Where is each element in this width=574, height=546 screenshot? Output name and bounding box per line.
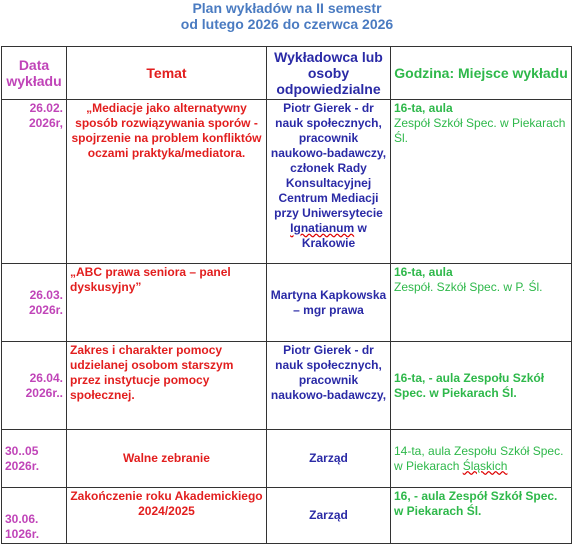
table-row: 26.03. 2026r. „ABC prawa seniora – panel… xyxy=(1,263,572,342)
row-date: 30.06. 1026r. xyxy=(1,487,67,544)
column-header-topic: Temat xyxy=(66,46,267,100)
table-row: 26.02. 2026r, „Mediacje jako alternatywn… xyxy=(1,99,572,264)
lecturer-text: Piotr Gierek - dr nauk społecznych, prac… xyxy=(270,101,387,220)
row-time: 16-ta, aula xyxy=(394,101,453,115)
table-row: 30..05 2026r. Walne zebranie Zarząd 14-t… xyxy=(1,429,572,488)
column-header-time-place: Godzina: Miejsce wykładu xyxy=(390,46,572,100)
lecturer-text-end: w Krakowie xyxy=(301,221,367,250)
document-title: Plan wykładów na II semestr xyxy=(192,0,382,16)
row-lecturer: Piotr Gierek - dr nauk społecznych, prac… xyxy=(266,99,391,264)
row-time-place: 16, - aula Zespół Szkół Spec. w Piekarac… xyxy=(390,487,572,544)
row-time-place: 16-ta, - aula Zespołu Szkół Spec. w Piek… xyxy=(390,341,572,430)
time-place-text-misspelled: Śląskich xyxy=(462,458,508,473)
column-header-lecturer: Wykładowca lub osoby odpowiedzialne xyxy=(266,46,391,100)
row-date: 26.03. 2026r. xyxy=(1,263,67,342)
row-time-place: 16-ta, aula Zespół Szkół Spec. w Piekarac… xyxy=(390,99,572,264)
document-subtitle: od lutego 2026 do czerwca 2026 xyxy=(180,16,394,32)
row-date: 26.04. 2026r.. xyxy=(1,341,67,430)
column-header-date: Data wykładu xyxy=(1,46,67,100)
row-lecturer: Martyna Kapkowska – mgr prawa xyxy=(266,263,391,342)
row-time: 16-ta, aula xyxy=(394,265,453,279)
row-lecturer: Zarząd xyxy=(266,429,391,488)
row-topic: Zakończenie roku Akademickiego 2024/2025 xyxy=(66,487,267,544)
row-place: Zespół Szkół Spec. w Piekarach Śl. xyxy=(394,116,566,145)
time-place-text: 14-ta, aula Zespołu Szkół Spec. w Piekar… xyxy=(394,443,564,473)
row-date: 26.02. 2026r, xyxy=(1,99,67,264)
row-lecturer: Piotr Gierek - dr nauk społecznych, prac… xyxy=(266,341,391,430)
row-topic: „ABC prawa seniora – panel dyskusyjny” xyxy=(66,263,267,342)
table-header-row: Data wykładu Temat Wykładowca lub osoby … xyxy=(1,46,572,100)
lecturer-text-misspelled: Ignatianum xyxy=(290,221,355,235)
row-topic: „Mediacje jako alternatywny sposób rozwi… xyxy=(66,99,267,264)
lecture-schedule-table: Data wykładu Temat Wykładowca lub osoby … xyxy=(1,46,572,544)
row-time-place: 14-ta, aula Zespołu Szkół Spec. w Piekar… xyxy=(390,429,572,488)
row-place: Zespół. Szkół Spec. w P. Śl. xyxy=(394,280,543,294)
table-row: 30.06. 1026r. Zakończenie roku Akademick… xyxy=(1,487,572,544)
row-date: 30..05 2026r. xyxy=(1,429,67,488)
table-row: 26.04. 2026r.. Zakres i charakter pomocy… xyxy=(1,341,572,430)
row-time-place: 16-ta, aula Zespół. Szkół Spec. w P. Śl. xyxy=(390,263,572,342)
row-topic: Walne zebranie xyxy=(66,429,267,488)
row-topic: Zakres i charakter pomocy udzielanej oso… xyxy=(66,341,267,430)
row-lecturer: Zarząd xyxy=(266,487,391,544)
